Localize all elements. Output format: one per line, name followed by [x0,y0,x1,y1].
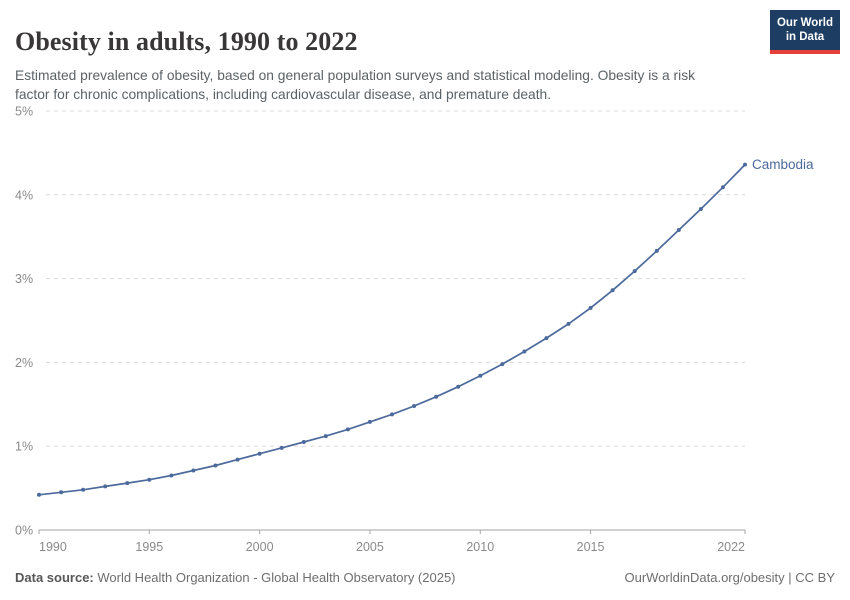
data-point[interactable] [103,484,108,489]
x-tick-label: 2010 [466,540,494,554]
data-source-label: Data source: [15,570,94,585]
data-point[interactable] [59,490,64,495]
data-point[interactable] [301,440,306,444]
data-point[interactable] [500,362,505,367]
data-point[interactable] [235,457,240,462]
data-point[interactable] [279,445,284,450]
owid-logo-line1: Our World [776,17,833,29]
x-tick-label: 2022 [717,540,745,554]
y-tick-label: 2% [15,356,33,370]
data-point[interactable] [610,288,615,293]
owid-license-link[interactable]: OurWorldinData.org/obesity | CC BY [624,570,836,585]
data-point[interactable] [412,404,417,408]
data-point[interactable] [743,162,747,167]
x-tick-label: 1995 [135,540,163,554]
x-tick-label: 2015 [577,540,605,554]
x-tick-label: 2005 [356,540,384,554]
chart-subtitle: Estimated prevalence of obesity, based o… [15,67,695,103]
data-source-text: World Health Organization - Global Healt… [93,570,456,585]
data-point[interactable] [544,336,549,341]
data-point[interactable] [478,373,483,378]
data-point[interactable] [125,481,130,486]
data-point[interactable] [676,228,681,232]
data-point[interactable] [257,451,262,456]
series-cambodia[interactable]: Cambodia [37,157,814,497]
data-point[interactable] [456,384,461,389]
data-point[interactable] [588,305,593,310]
owid-logo-line2: in Data [785,31,825,44]
data-point[interactable] [566,321,571,326]
data-point[interactable] [169,473,174,478]
data-point[interactable] [367,419,372,424]
data-point[interactable] [345,427,350,432]
owid-logo[interactable]: Our World in Data [770,10,840,54]
data-point[interactable] [698,207,703,211]
data-point[interactable] [720,185,725,190]
data-point[interactable] [323,434,328,439]
data-point[interactable] [147,477,152,482]
y-tick-label: 3% [15,272,33,286]
data-point[interactable] [81,487,86,492]
data-point[interactable] [434,394,439,399]
data-line[interactable] [38,164,746,496]
y-tick-label: 4% [15,188,33,202]
data-source-note: Data source: World Health Organization -… [15,570,456,585]
y-tick-label: 5% [15,105,33,119]
data-point[interactable] [213,463,218,468]
x-tick-label: 2000 [246,540,274,554]
x-axis: 1990 1995 2000 2005 2010 2015 2022 [38,530,746,554]
y-tick-label: 1% [15,440,33,454]
data-point[interactable] [654,248,659,253]
data-point[interactable] [191,468,196,473]
x-tick-label: 1990 [39,540,67,554]
data-point[interactable] [37,492,41,497]
data-point[interactable] [390,412,394,417]
gridlines: 0% 1% 2% 3% 4% 5% [15,105,745,538]
series-end-label[interactable]: Cambodia [752,157,814,172]
data-point[interactable] [632,269,637,274]
data-point[interactable] [522,349,527,354]
y-tick-label: 0% [15,524,33,538]
page-title: Obesity in adults, 1990 to 2022 [15,27,358,57]
